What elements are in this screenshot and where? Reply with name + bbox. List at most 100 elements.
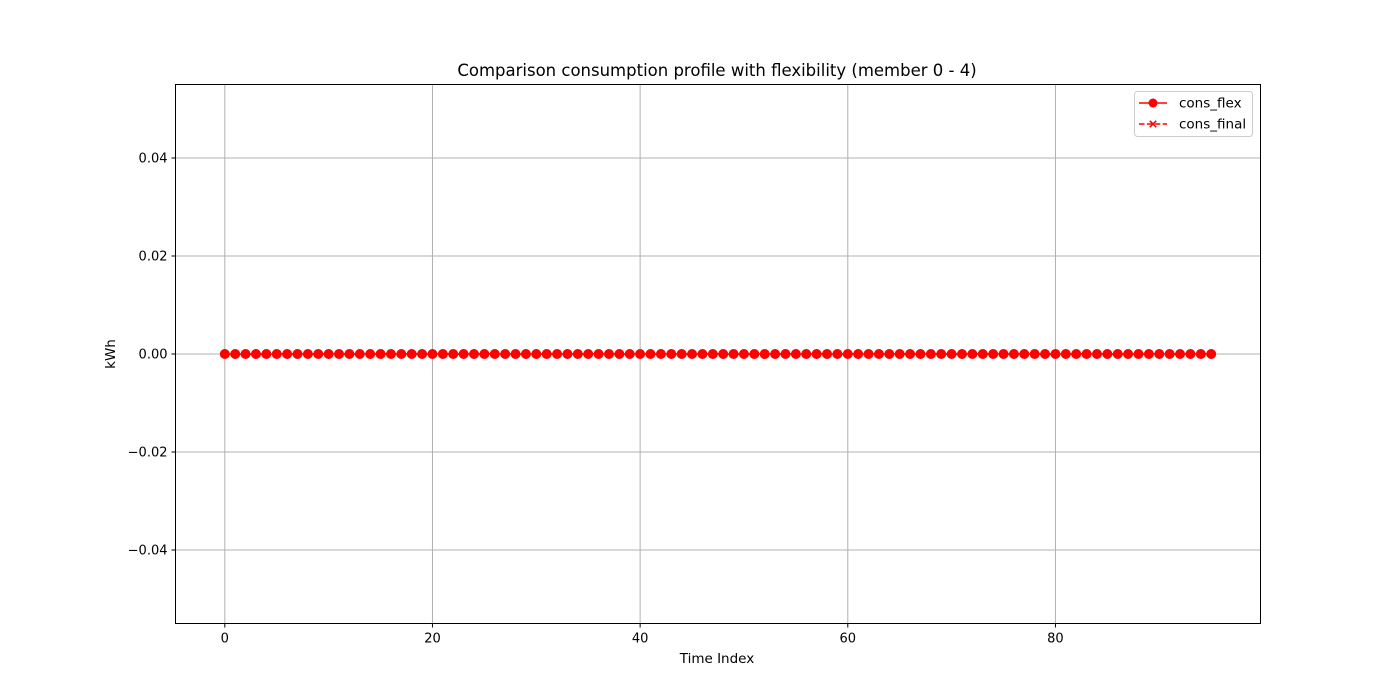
data-point bbox=[967, 349, 978, 359]
y-tick-label: 0.02 bbox=[139, 250, 168, 265]
data-point bbox=[956, 349, 967, 359]
axis-ticks: 0 20 40 60 80 −0.04 −0.02 0.00 0.02 0.04 bbox=[128, 152, 1064, 647]
data-point bbox=[842, 349, 853, 359]
legend-entry: cons_final bbox=[1139, 117, 1246, 133]
data-point bbox=[1123, 349, 1134, 359]
x-tick-label: 20 bbox=[424, 632, 441, 647]
data-point bbox=[230, 349, 241, 359]
data-point bbox=[334, 349, 345, 359]
data-point bbox=[437, 349, 448, 359]
data-point bbox=[448, 349, 459, 359]
y-tick-label: −0.04 bbox=[128, 544, 168, 559]
data-point bbox=[925, 349, 936, 359]
data-point bbox=[1164, 349, 1175, 359]
data-point bbox=[790, 349, 801, 359]
data-point bbox=[988, 349, 999, 359]
data-point bbox=[749, 349, 760, 359]
data-point bbox=[707, 349, 718, 359]
data-point bbox=[1091, 349, 1102, 359]
data-point bbox=[406, 349, 417, 359]
legend-label: cons_flex bbox=[1179, 96, 1242, 112]
data-point bbox=[313, 349, 324, 359]
data-point bbox=[822, 349, 833, 359]
data-point bbox=[375, 349, 386, 359]
data-point bbox=[853, 349, 864, 359]
legend-marker bbox=[1148, 98, 1158, 108]
data-point bbox=[718, 349, 729, 359]
plot-series bbox=[219, 349, 1217, 359]
data-point bbox=[1154, 349, 1165, 359]
data-point bbox=[1019, 349, 1030, 359]
legend-entry: cons_flex bbox=[1139, 96, 1242, 112]
data-point bbox=[832, 349, 843, 359]
chart-title: Comparison consumption profile with flex… bbox=[457, 61, 976, 80]
data-point bbox=[261, 349, 272, 359]
x-tick-label: 40 bbox=[632, 632, 649, 647]
data-point bbox=[562, 349, 573, 359]
y-tick-label: 0.00 bbox=[139, 348, 168, 363]
legend-marker bbox=[1149, 120, 1157, 128]
data-point bbox=[552, 349, 563, 359]
data-point bbox=[811, 349, 822, 359]
data-point bbox=[1008, 349, 1019, 359]
data-point bbox=[1185, 349, 1196, 359]
data-point bbox=[1060, 349, 1071, 359]
data-point bbox=[1175, 349, 1186, 359]
data-point bbox=[479, 349, 490, 359]
data-point bbox=[250, 349, 261, 359]
data-point bbox=[500, 349, 511, 359]
data-point bbox=[687, 349, 698, 359]
y-tick-label: −0.02 bbox=[128, 446, 168, 461]
data-point bbox=[1071, 349, 1082, 359]
data-point bbox=[635, 349, 646, 359]
data-point bbox=[666, 349, 677, 359]
data-point bbox=[863, 349, 874, 359]
data-point bbox=[1112, 349, 1123, 359]
data-point bbox=[655, 349, 666, 359]
data-point bbox=[541, 349, 552, 359]
y-axis-label: kWh bbox=[103, 339, 119, 369]
data-point bbox=[520, 349, 531, 359]
data-point bbox=[385, 349, 396, 359]
data-point bbox=[905, 349, 916, 359]
data-point bbox=[1029, 349, 1040, 359]
data-point bbox=[770, 349, 781, 359]
data-point bbox=[915, 349, 926, 359]
y-tick-label: 0.04 bbox=[139, 152, 168, 167]
data-point bbox=[271, 349, 282, 359]
data-point bbox=[603, 349, 614, 359]
data-point bbox=[219, 349, 230, 359]
data-point bbox=[282, 349, 293, 359]
x-tick-label: 80 bbox=[1047, 632, 1064, 647]
data-point bbox=[1195, 349, 1206, 359]
x-tick-label: 60 bbox=[840, 632, 857, 647]
data-point bbox=[1040, 349, 1051, 359]
data-point bbox=[936, 349, 947, 359]
data-point bbox=[510, 349, 521, 359]
data-point bbox=[396, 349, 407, 359]
data-point bbox=[759, 349, 770, 359]
data-point bbox=[1206, 349, 1217, 359]
data-point bbox=[728, 349, 739, 359]
data-point bbox=[531, 349, 542, 359]
data-point bbox=[427, 349, 438, 359]
data-point bbox=[998, 349, 1009, 359]
data-point bbox=[1102, 349, 1113, 359]
data-point bbox=[676, 349, 687, 359]
data-point bbox=[365, 349, 376, 359]
data-point bbox=[645, 349, 656, 359]
x-tick-label: 0 bbox=[221, 632, 229, 647]
data-point bbox=[738, 349, 749, 359]
data-point bbox=[1133, 349, 1144, 359]
data-point bbox=[354, 349, 365, 359]
data-point bbox=[1050, 349, 1061, 359]
x-axis-label: Time Index bbox=[679, 651, 755, 667]
data-point bbox=[489, 349, 500, 359]
data-point bbox=[458, 349, 469, 359]
data-point bbox=[624, 349, 635, 359]
data-point bbox=[302, 349, 313, 359]
data-point bbox=[240, 349, 251, 359]
series-cons-flex bbox=[219, 349, 1217, 359]
